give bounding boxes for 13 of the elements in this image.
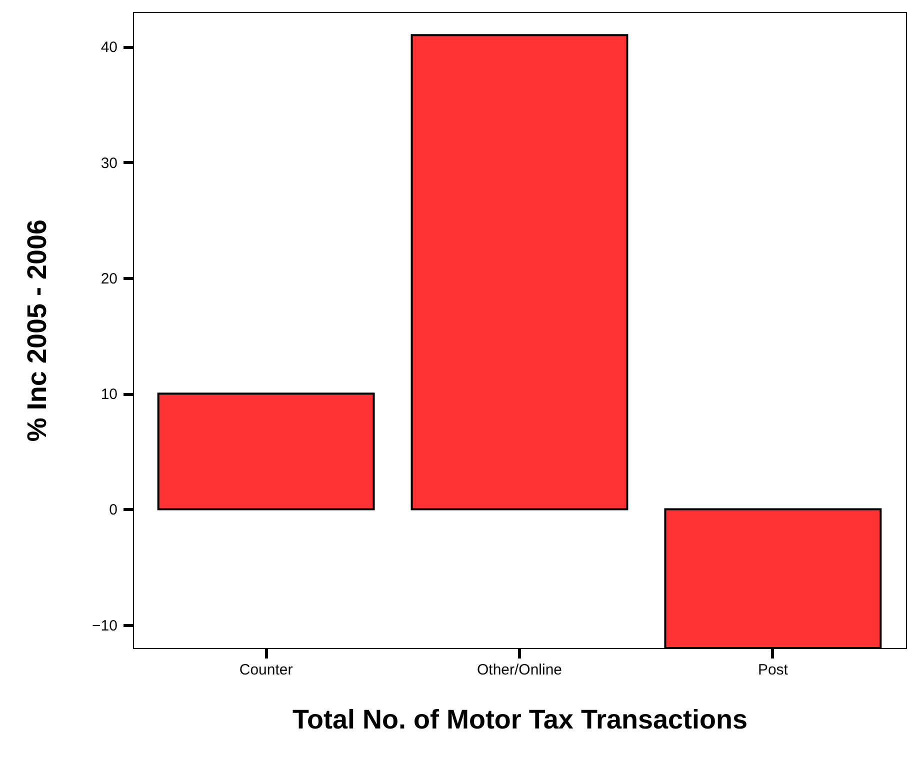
y-axis-title: % Inc 2005 - 2006	[22, 219, 52, 442]
y-tick-label: 0	[109, 502, 118, 519]
bar	[410, 34, 628, 510]
bar	[157, 392, 375, 510]
y-tick-label: 10	[100, 386, 118, 404]
x-axis-title: Total No. of Motor Tax Transactions	[292, 704, 748, 734]
x-tick-label: Counter	[239, 662, 293, 678]
y-tick-label: 20	[100, 270, 118, 288]
y-tick-label: 30	[100, 154, 118, 172]
y-tick-label: −10	[92, 617, 118, 634]
y-tick-label: 40	[100, 39, 118, 56]
x-tick-label: Other/Online	[476, 662, 562, 678]
x-tick-label: Post	[758, 662, 789, 678]
